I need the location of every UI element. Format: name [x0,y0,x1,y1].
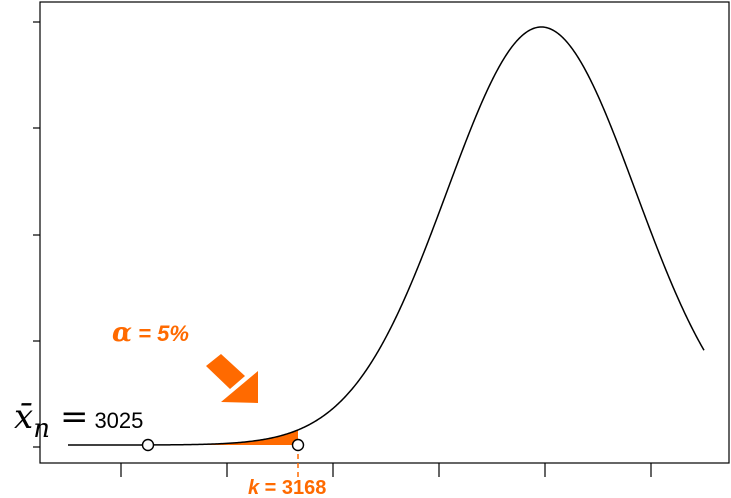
point-markers [141,438,305,452]
critical-value-marker [291,438,305,452]
xbar-annotation: x̄n = 3025 [14,397,143,444]
plot-frame [39,1,730,464]
xbar-equals: = [60,397,89,437]
alpha-arrow-body [206,354,245,389]
alpha-value: = 5% [132,321,189,346]
x-axis-ticks [120,463,652,477]
xbar-label: x̄n = 3025 [14,397,143,444]
alpha-shaded-area [68,429,298,445]
sample-mean-marker [141,438,155,452]
y-axis-ticks [33,21,40,448]
xbar-subscript: n [33,414,50,444]
k-annotation: k = 3168 [248,445,326,498]
density-curve [68,26,705,446]
alpha-label: α = 5% [112,318,189,348]
density-layer [68,26,705,446]
alpha-symbol: α [112,318,132,348]
xbar-symbol: x̄ [14,397,33,437]
xbar-value: 3025 [94,408,143,433]
alpha-annotation: α = 5% [112,318,258,403]
k-value: = 3168 [259,477,326,498]
alpha-arrow-head [221,371,258,403]
k-label: k = 3168 [248,477,326,498]
k-var: k [248,477,260,498]
